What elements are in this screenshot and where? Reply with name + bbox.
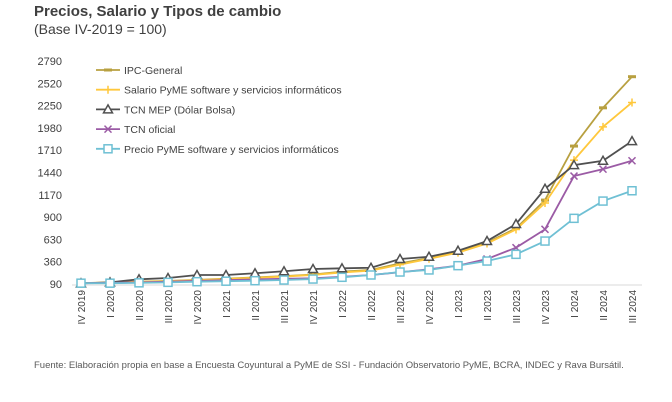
chart-subtitle: (Base IV-2019 = 100) (34, 21, 167, 37)
square-marker (308, 274, 318, 284)
square-marker (103, 144, 113, 154)
x-tick-label: II 2020 (135, 290, 146, 321)
x-tick-label: IV 2020 (193, 290, 204, 325)
x-tick-label: III 2022 (396, 290, 407, 324)
x-tick-label: I 2020 (106, 290, 117, 318)
square-marker (482, 256, 492, 266)
x-marker (540, 225, 550, 234)
y-tick-label: 900 (44, 212, 62, 224)
plus-marker (599, 122, 607, 131)
square-marker (395, 267, 405, 277)
triangle-marker (423, 250, 435, 261)
series-2 (75, 135, 638, 288)
plus-marker (104, 85, 112, 94)
x-tick-label: IV 2021 (309, 290, 320, 325)
x-tick-label: I 2021 (222, 290, 233, 318)
x-marker (598, 165, 608, 174)
y-tick-label: 2250 (38, 101, 62, 113)
legend-label: TCN oficial (124, 124, 175, 136)
series-line (81, 189, 633, 285)
triangle-marker (626, 135, 638, 146)
square-marker (76, 278, 86, 288)
x-tick-label: II 2022 (367, 290, 378, 321)
x-marker (627, 156, 637, 165)
triangle-marker (394, 252, 406, 264)
y-tick-label: 630 (44, 234, 62, 246)
legend-label: Precio PyME software y servicios informá… (124, 144, 339, 156)
triangle-marker (336, 262, 348, 273)
x-tick-label: I 2024 (570, 290, 581, 318)
square-marker (279, 275, 289, 285)
legend-label: IPC-General (124, 65, 182, 77)
x-tick-label: I 2022 (338, 290, 349, 318)
triangle-marker (510, 218, 522, 229)
y-tick-label: 1170 (38, 190, 62, 202)
square-marker (366, 270, 376, 280)
x-tick-label: II 2021 (251, 290, 262, 321)
square-marker (134, 278, 144, 288)
triangle-marker (278, 265, 290, 276)
source-note: Fuente: Elaboración propia en base a Enc… (34, 360, 624, 371)
square-marker (627, 186, 637, 196)
x-tick-label: IV 2023 (541, 290, 552, 325)
y-tick-label: 2520 (38, 78, 62, 90)
x-tick-label: IV 2019 (77, 290, 88, 325)
y-tick-label: 2790 (38, 56, 62, 68)
legend-item: Precio PyME software y servicios informá… (96, 144, 339, 156)
square-marker (569, 213, 579, 224)
x-tick-label: III 2023 (512, 290, 523, 324)
triangle-marker (102, 103, 114, 114)
x-tick-label: IV 2022 (425, 290, 436, 325)
legend-label: Salario PyME software y servicios inform… (124, 85, 342, 97)
y-tick-label: 90 (50, 279, 62, 291)
square-marker (511, 249, 521, 260)
x-tick-label: III 2020 (164, 290, 175, 324)
triangle-marker (452, 244, 464, 255)
x-tick-label: III 2024 (628, 290, 639, 324)
legend-item: Salario PyME software y servicios inform… (96, 85, 342, 97)
square-marker (598, 196, 608, 206)
triangle-marker (568, 159, 580, 170)
chart-title: Precios, Salario y Tipos de cambio (34, 3, 282, 20)
x-marker (569, 172, 579, 181)
x-tick-label: II 2023 (483, 290, 494, 321)
square-marker (221, 276, 231, 286)
legend-item: IPC-General (96, 65, 182, 77)
series-4 (76, 186, 637, 288)
x-tick-label: III 2021 (280, 290, 291, 324)
square-marker (192, 276, 202, 287)
square-marker (424, 265, 434, 275)
plus-marker (628, 98, 636, 107)
square-marker (540, 236, 550, 246)
triangle-marker (481, 235, 493, 246)
y-tick-label: 1710 (38, 145, 62, 157)
square-marker (250, 275, 260, 286)
y-tick-label: 1440 (38, 168, 62, 180)
legend-item: TCN oficial (96, 124, 175, 136)
square-marker (453, 260, 463, 271)
square-marker (163, 277, 173, 288)
x-tick-label: II 2024 (599, 290, 610, 321)
series-line (80, 140, 633, 285)
square-marker (105, 278, 115, 288)
triangle-marker (597, 154, 609, 166)
y-tick-label: 1980 (38, 123, 62, 135)
square-marker (337, 272, 347, 283)
plus-marker (541, 199, 549, 208)
x-tick-label: I 2023 (454, 290, 465, 318)
y-tick-label: 360 (44, 257, 62, 269)
triangle-marker (539, 182, 551, 194)
triangle-marker (307, 262, 319, 274)
legend-label: TCN MEP (Dólar Bolsa) (124, 104, 235, 116)
legend-item: TCN MEP (Dólar Bolsa) (96, 103, 235, 116)
x-marker (103, 125, 113, 134)
series-line (80, 159, 633, 285)
